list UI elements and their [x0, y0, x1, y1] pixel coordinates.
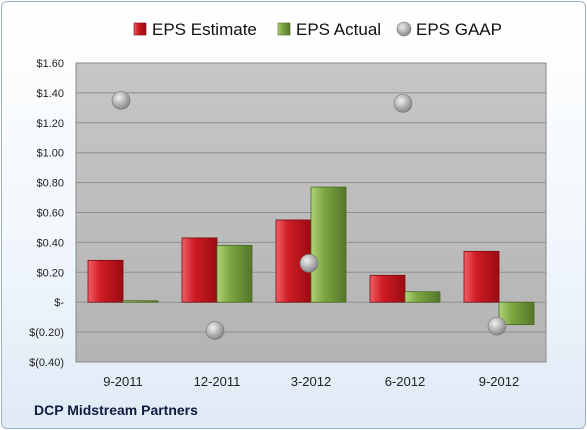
x-tick-label: 12-2011	[194, 374, 241, 389]
y-tick-label: $0.60	[36, 208, 64, 220]
legend-swatch-actual	[277, 22, 291, 36]
eps-actual-bar-9-2012	[498, 301, 535, 326]
eps-gaap-point-9-2012	[487, 316, 507, 336]
eps-estimate-bar-12-2011	[181, 237, 218, 303]
y-tick-label: $1.40	[36, 88, 64, 100]
legend-label: EPS GAAP	[416, 20, 502, 39]
eps-actual-bar-6-2012	[404, 291, 441, 303]
y-tick-label: $0.80	[36, 178, 64, 190]
eps-gaap-point-3-2012	[299, 254, 319, 273]
y-tick-label: $1.00	[36, 148, 64, 160]
y-tick-label: $1.20	[36, 118, 64, 130]
y-tick-label: $0.40	[36, 237, 64, 249]
eps-actual-bar-12-2011	[216, 244, 253, 303]
y-tick-label: $-	[54, 297, 64, 309]
y-tick-label: $(0.20)	[29, 327, 64, 339]
eps-gaap-point-9-2011	[111, 91, 131, 110]
y-tick-label: $1.60	[36, 58, 64, 70]
legend-label: EPS Actual	[296, 20, 381, 39]
legend-swatch-estimate	[133, 22, 147, 36]
legend-swatch-gaap	[396, 21, 412, 37]
x-tick-label: 3-2012	[291, 374, 331, 389]
eps-actual-bar-3-2012	[310, 186, 347, 303]
y-tick-label: $0.20	[36, 267, 64, 279]
company-name: DCP Midstream Partners	[34, 402, 198, 418]
eps-estimate-bar-9-2012	[463, 250, 500, 303]
eps-gaap-point-12-2011	[205, 321, 225, 340]
x-tick-label: 9-2011	[103, 374, 143, 389]
legend-label: EPS Estimate	[152, 20, 257, 39]
eps-estimate-bar-6-2012	[369, 274, 406, 303]
eps-estimate-bar-9-2011	[87, 259, 124, 303]
eps-actual-bar-9-2011	[122, 300, 159, 303]
x-tick-label: 6-2012	[385, 374, 425, 389]
x-tick-label: 9-2012	[479, 374, 519, 389]
y-tick-label: $(0.40)	[29, 357, 64, 369]
eps-gaap-point-6-2012	[393, 94, 413, 113]
